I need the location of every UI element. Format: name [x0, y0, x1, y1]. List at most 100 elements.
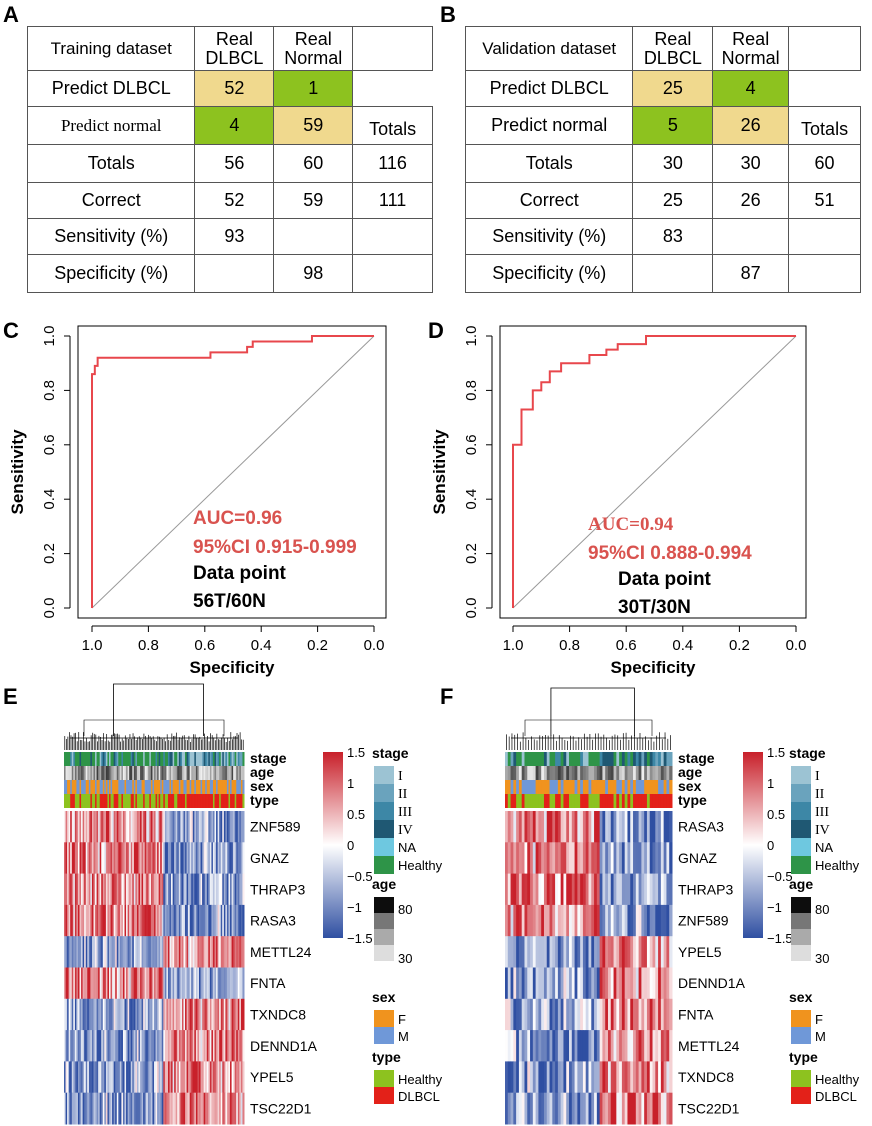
type-annotation-cell: [67, 794, 70, 808]
heatmap-cell: [174, 904, 177, 937]
heatmap-cell: [569, 936, 573, 968]
heatmap-cell: [521, 1061, 525, 1094]
heatmap-cell: [199, 1061, 202, 1094]
heatmap-cell: [171, 842, 174, 875]
legend-label-type-dlbcl: DLBCL: [815, 1089, 857, 1104]
heatmap-cell: [136, 1092, 139, 1125]
sex-annotation-cell: [610, 780, 615, 794]
sex-annotation-cell: [236, 780, 239, 794]
sex-annotation-cell: [560, 780, 564, 794]
age-annotation-cell: [535, 766, 539, 780]
heatmap-cell: [124, 1061, 127, 1094]
legend-swatch-stage: [374, 784, 394, 802]
heatmap-cell: [549, 1092, 553, 1125]
heatmap-cell: [234, 873, 237, 906]
heatmap-cell: [543, 1092, 548, 1125]
age-annotation-cell: [93, 766, 96, 780]
stage-annotation-cell: [166, 752, 169, 766]
type-annotation-cell: [516, 794, 520, 808]
heatmap-cell: [171, 936, 174, 968]
col-header-real-normal: Real Normal: [712, 26, 790, 71]
heatmap-cell: [155, 998, 158, 1031]
heatmap-cell: [231, 904, 234, 937]
sex-annotation-cell: [163, 780, 166, 794]
heatmap-cell: [146, 811, 149, 843]
age-annotation-cell: [135, 766, 138, 780]
sex-annotation-cell: [231, 780, 234, 794]
heatmap-cell: [655, 873, 659, 906]
heatmap-cell: [585, 811, 589, 843]
heatmap-cell: [663, 1092, 667, 1125]
stage-annotation-cell: [102, 752, 105, 766]
heatmap-cell: [82, 998, 85, 1031]
heatmap-cell: [174, 842, 177, 875]
heatmap-cell: [658, 904, 662, 937]
heatmap-cell: [205, 1061, 208, 1094]
type-annotation-cell: [70, 794, 73, 808]
type-annotation-cell: [195, 794, 198, 808]
heatmap-cell: [186, 998, 189, 1031]
y-tick-label: 0.0: [41, 598, 58, 619]
legend-swatch-stage: [791, 820, 811, 838]
heatmap-cell: [530, 1092, 534, 1125]
age-annotation-cell: [104, 766, 107, 780]
type-annotation-cell: [630, 794, 634, 808]
sex-annotation-cell: [208, 780, 211, 794]
heatmap-cell: [208, 842, 211, 875]
heatmap-cell: [101, 998, 104, 1031]
heatmap-cell: [663, 998, 667, 1031]
heatmap-cell: [73, 936, 76, 968]
heatmap-cell: [81, 1092, 84, 1125]
heatmap-cell: [228, 998, 231, 1031]
heatmap-cell: [627, 811, 631, 843]
sex-annotation-cell: [516, 780, 520, 794]
heatmap-cell: [195, 967, 198, 1000]
heatmap-cell: [641, 998, 645, 1031]
heatmap-cell: [113, 1030, 116, 1062]
heatmap-cell: [630, 904, 634, 937]
legend-label-age-high: 80: [398, 902, 412, 917]
heatmap-cell: [527, 842, 531, 875]
heatmap-cell: [140, 842, 143, 875]
legend-label-stage: II: [815, 787, 825, 802]
heatmap-cell: [619, 842, 623, 875]
heatmap-cell: [140, 1061, 143, 1094]
heatmap-cell: [580, 998, 584, 1031]
heatmap-cell: [84, 842, 87, 875]
stage-annotation-cell: [81, 752, 84, 766]
age-annotation-cell: [102, 766, 105, 780]
type-annotation-cell: [226, 794, 229, 808]
heatmap-cell: [141, 967, 144, 1000]
heatmap-cell: [521, 811, 525, 843]
stage-annotation-cell: [599, 752, 603, 766]
gene-label: METTL24: [250, 944, 312, 960]
sex-annotation-cell: [594, 780, 598, 794]
heatmap-cell: [109, 998, 112, 1031]
heatmap-cell: [174, 998, 177, 1031]
heatmap-cell: [527, 967, 531, 1000]
heatmap-cell: [82, 1030, 85, 1062]
data-point-label: Data point: [193, 563, 287, 584]
heatmap-cell: [621, 811, 626, 843]
age-annotation-cell: [669, 766, 673, 780]
heatmap-cell: [543, 998, 548, 1031]
sex-annotation-cell: [186, 780, 189, 794]
heatmap-cell: [507, 1030, 512, 1062]
sex-annotation-cell: [95, 780, 98, 794]
heatmap-cell: [599, 904, 603, 937]
heatmap-cell: [223, 1030, 226, 1062]
heatmap-cell: [126, 967, 129, 1000]
heatmap-cell: [178, 842, 181, 875]
heatmap-cell: [77, 811, 81, 843]
stage-annotation-cell: [524, 752, 528, 766]
heatmap-cell: [616, 842, 620, 875]
heatmap-cell: [543, 904, 548, 937]
type-annotation-cell: [146, 794, 149, 808]
heatmap-cell: [152, 904, 155, 937]
heatmap-cell: [220, 842, 223, 875]
heatmap-cell: [638, 1061, 642, 1094]
sex-annotation-cell: [116, 780, 119, 794]
heatmap-cell: [98, 873, 101, 906]
stage-annotation-cell: [71, 752, 74, 766]
heatmap-cell: [652, 1092, 656, 1125]
